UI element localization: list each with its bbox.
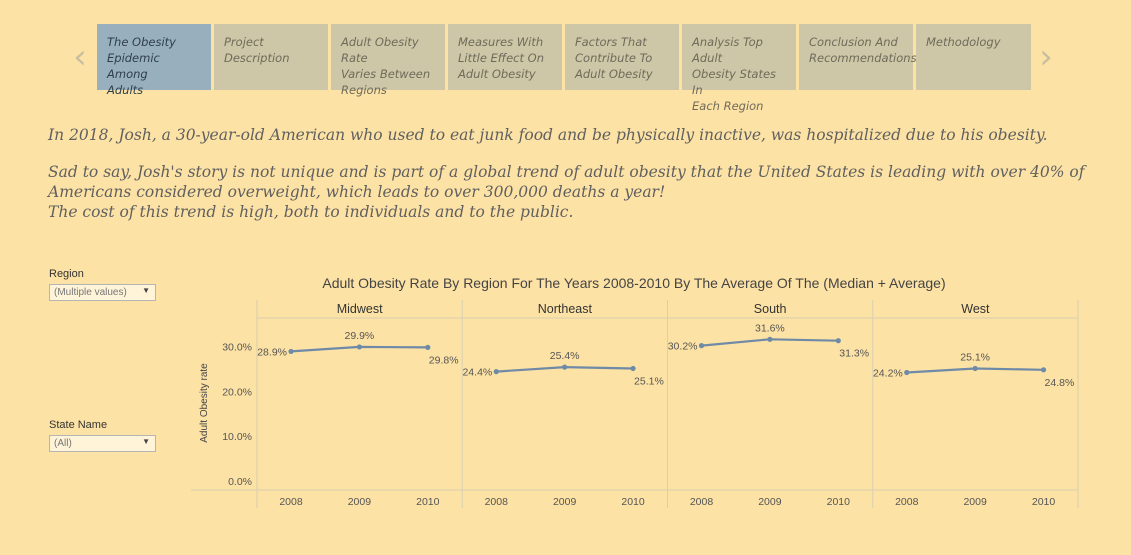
x-tick-label: 2010 — [621, 496, 645, 508]
story-text-line: Sad to say, Josh's story is not unique a… — [48, 163, 1085, 181]
tab-label-line: Obesity States In — [692, 67, 777, 97]
x-tick-label: 2008 — [485, 496, 509, 508]
tab-label-line: Recommendations — [809, 51, 917, 65]
x-tick-label: 2008 — [895, 496, 919, 508]
data-point — [904, 369, 910, 376]
tab-label-line: Factors That — [575, 35, 647, 49]
x-tick-label: 2010 — [416, 496, 440, 508]
chart-title: Adult Obesity Rate By Region For The Yea… — [322, 275, 945, 291]
x-tick-label: 2008 — [279, 496, 303, 508]
y-tick-label: 20.0% — [222, 386, 252, 398]
data-label: 24.4% — [462, 367, 492, 379]
state-filter-label: State Name — [49, 419, 108, 431]
tab-label-line: Adult Obesity Rate — [341, 35, 419, 65]
panel-header: South — [754, 302, 787, 316]
x-tick-label: 2009 — [348, 496, 372, 508]
tab-label-line: Adult Obesity — [458, 67, 536, 81]
tab-obesity-rate-regions[interactable]: Adult Obesity Rate Varies Between Regions — [331, 24, 445, 97]
region-filter-label: Region — [49, 268, 84, 280]
x-tick-label: 2009 — [963, 496, 987, 508]
region-filter-dropdown[interactable]: (Multiple values) ▼ — [49, 284, 156, 301]
caret-down-icon: ▼ — [142, 286, 150, 295]
caret-down-icon: ▼ — [142, 437, 150, 446]
data-point — [1040, 367, 1047, 373]
tab-label-line: Regions — [341, 83, 387, 97]
panel-header: West — [961, 302, 990, 316]
data-point — [630, 365, 636, 372]
data-label: 31.6% — [755, 322, 785, 334]
data-point — [698, 343, 705, 349]
data-point — [356, 344, 362, 350]
tab-label-line: Varies Between — [341, 67, 431, 81]
data-point — [288, 348, 294, 355]
story-text-line: The cost of this trend is high, both to … — [48, 203, 574, 221]
chevron-left-icon[interactable]: ‹ — [73, 37, 87, 77]
tab-label-line: Contribute To — [575, 51, 653, 65]
x-tick-label: 2010 — [1032, 496, 1056, 508]
story-tabs: The Obesity Epidemic Among Adults Project … — [97, 24, 1031, 113]
data-point — [493, 369, 499, 375]
tab-project-description[interactable]: Project Description — [214, 24, 328, 90]
data-point — [972, 365, 978, 372]
data-label: 29.9% — [345, 330, 375, 342]
data-label: 24.8% — [1045, 377, 1075, 389]
data-label: 28.9% — [257, 346, 287, 358]
story-text-line: Americans considered overweight, which l… — [48, 183, 666, 201]
data-point — [835, 338, 841, 344]
tab-top-states-analysis[interactable]: Analysis Top Adult Obesity States In Each … — [682, 24, 796, 113]
y-tick-label: 0.0% — [228, 476, 252, 488]
x-tick-label: 2009 — [758, 496, 782, 508]
tab-label-line: Measures With — [458, 35, 544, 49]
state-filter-dropdown[interactable]: (All) ▼ — [49, 435, 156, 452]
story-text-line: In 2018, Josh, a 30-year-old American wh… — [48, 126, 1048, 144]
y-axis-label: Adult Obesity rate — [199, 363, 210, 443]
tab-contributing-factors[interactable]: Factors That Contribute To Adult Obesity — [565, 24, 679, 90]
chevron-right-icon[interactable]: › — [1039, 37, 1053, 77]
data-label: 31.3% — [839, 348, 869, 360]
data-point — [425, 344, 431, 350]
tab-label-line: The Obesity — [107, 35, 176, 49]
region-filter-value: (Multiple values) — [54, 287, 127, 298]
tab-label-line: Little Effect On — [458, 51, 545, 65]
tab-label-line: Each Region — [692, 99, 764, 113]
x-tick-label: 2008 — [690, 496, 714, 508]
data-point — [562, 364, 568, 370]
tab-conclusion[interactable]: Conclusion And Recommendations — [799, 24, 917, 90]
tab-label-line: Conclusion And — [809, 35, 898, 49]
data-label: 30.2% — [668, 341, 698, 353]
data-label: 24.2% — [873, 368, 903, 380]
tab-label-line: Adult Obesity — [575, 67, 653, 81]
x-tick-label: 2010 — [827, 496, 851, 508]
tab-label-line: Epidemic Among — [107, 51, 160, 81]
tab-label-line: Adults — [107, 83, 144, 97]
y-tick-label: 30.0% — [222, 342, 252, 354]
data-point — [767, 336, 773, 342]
panel-header: Northeast — [538, 302, 593, 316]
tab-label-line: Methodology — [926, 35, 1001, 49]
tab-label-line: Project Description — [224, 35, 290, 65]
x-tick-label: 2009 — [553, 496, 577, 508]
panel-header: Midwest — [337, 302, 383, 316]
data-label: 25.4% — [550, 350, 580, 362]
y-tick-label: 10.0% — [222, 431, 252, 443]
state-filter-value: (All) — [54, 438, 72, 449]
data-label: 29.8% — [429, 354, 459, 366]
tab-obesity-epidemic[interactable]: The Obesity Epidemic Among Adults — [97, 24, 211, 97]
tab-methodology[interactable]: Methodology — [916, 24, 1031, 90]
tab-measures-little-effect[interactable]: Measures With Little Effect On Adult Obesi… — [448, 24, 562, 90]
data-label: 25.1% — [960, 351, 990, 363]
data-label: 25.1% — [634, 375, 664, 387]
tab-label-line: Analysis Top Adult — [692, 35, 763, 65]
